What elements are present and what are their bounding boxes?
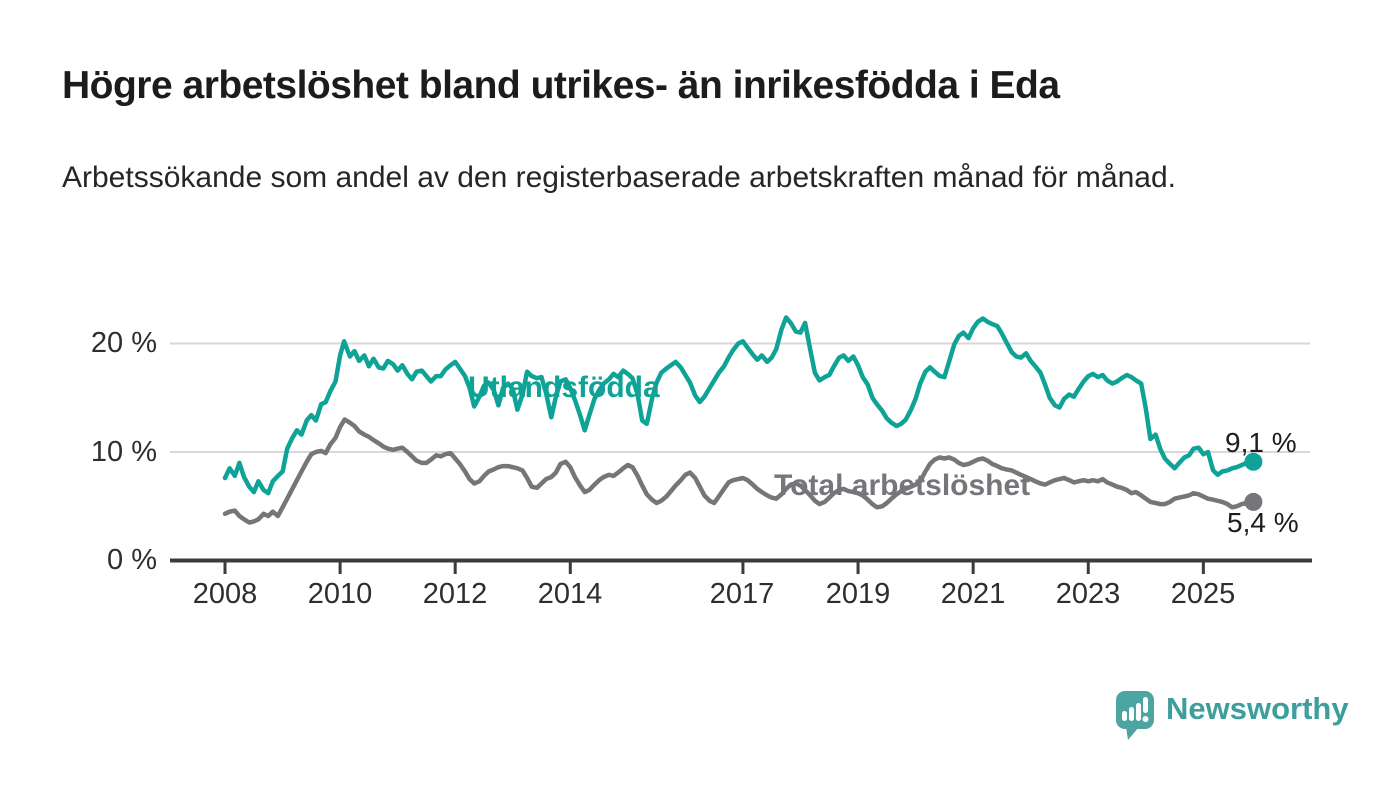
newsworthy-wordmark: Newsworthy	[1166, 691, 1349, 726]
x-axis	[170, 558, 1312, 574]
end-value-utlandsfodda: 9,1 %	[1225, 427, 1297, 458]
x-tick-label-2014: 2014	[537, 578, 603, 610]
series-label-utlandsfodda: Utlandsfödda	[468, 371, 660, 404]
page-title: Högre arbetslöshet bland utrikes- än inr…	[62, 64, 1060, 107]
logo-bubble	[1116, 691, 1154, 729]
x-tick-label-2025: 2025	[1170, 578, 1236, 610]
series-line-total	[222, 417, 1256, 525]
series-line-utlandsfodda	[222, 315, 1256, 496]
end-value-total: 5,4 %	[1227, 507, 1299, 538]
x-tick-label-2008: 2008	[192, 578, 258, 610]
series-label-total: Total arbetslöshet	[774, 469, 1031, 502]
x-tick-label-2012: 2012	[422, 578, 488, 610]
x-tick-label-2019: 2019	[825, 578, 891, 610]
x-tick-label-2023: 2023	[1055, 578, 1121, 610]
y-tick-label-0: 0 %	[107, 544, 157, 576]
newsworthy-logo-icon	[1116, 691, 1154, 740]
x-tick-label-2017: 2017	[709, 578, 775, 610]
x-tick-label-2021: 2021	[940, 578, 1006, 610]
chart-subtitle: Arbetssökande som andel av den registerb…	[62, 161, 1176, 194]
axis-ticks	[223, 562, 1205, 574]
logo-bars-icon	[1122, 697, 1149, 722]
logo-bubble-tail	[1126, 727, 1139, 740]
y-tick-label-10: 10 %	[90, 436, 157, 468]
end-dot-utlandsfodda	[1244, 452, 1263, 471]
x-tick-label-2010: 2010	[307, 578, 373, 610]
end-dot-total	[1244, 492, 1263, 511]
y-tick-label-20: 20 %	[90, 327, 157, 359]
